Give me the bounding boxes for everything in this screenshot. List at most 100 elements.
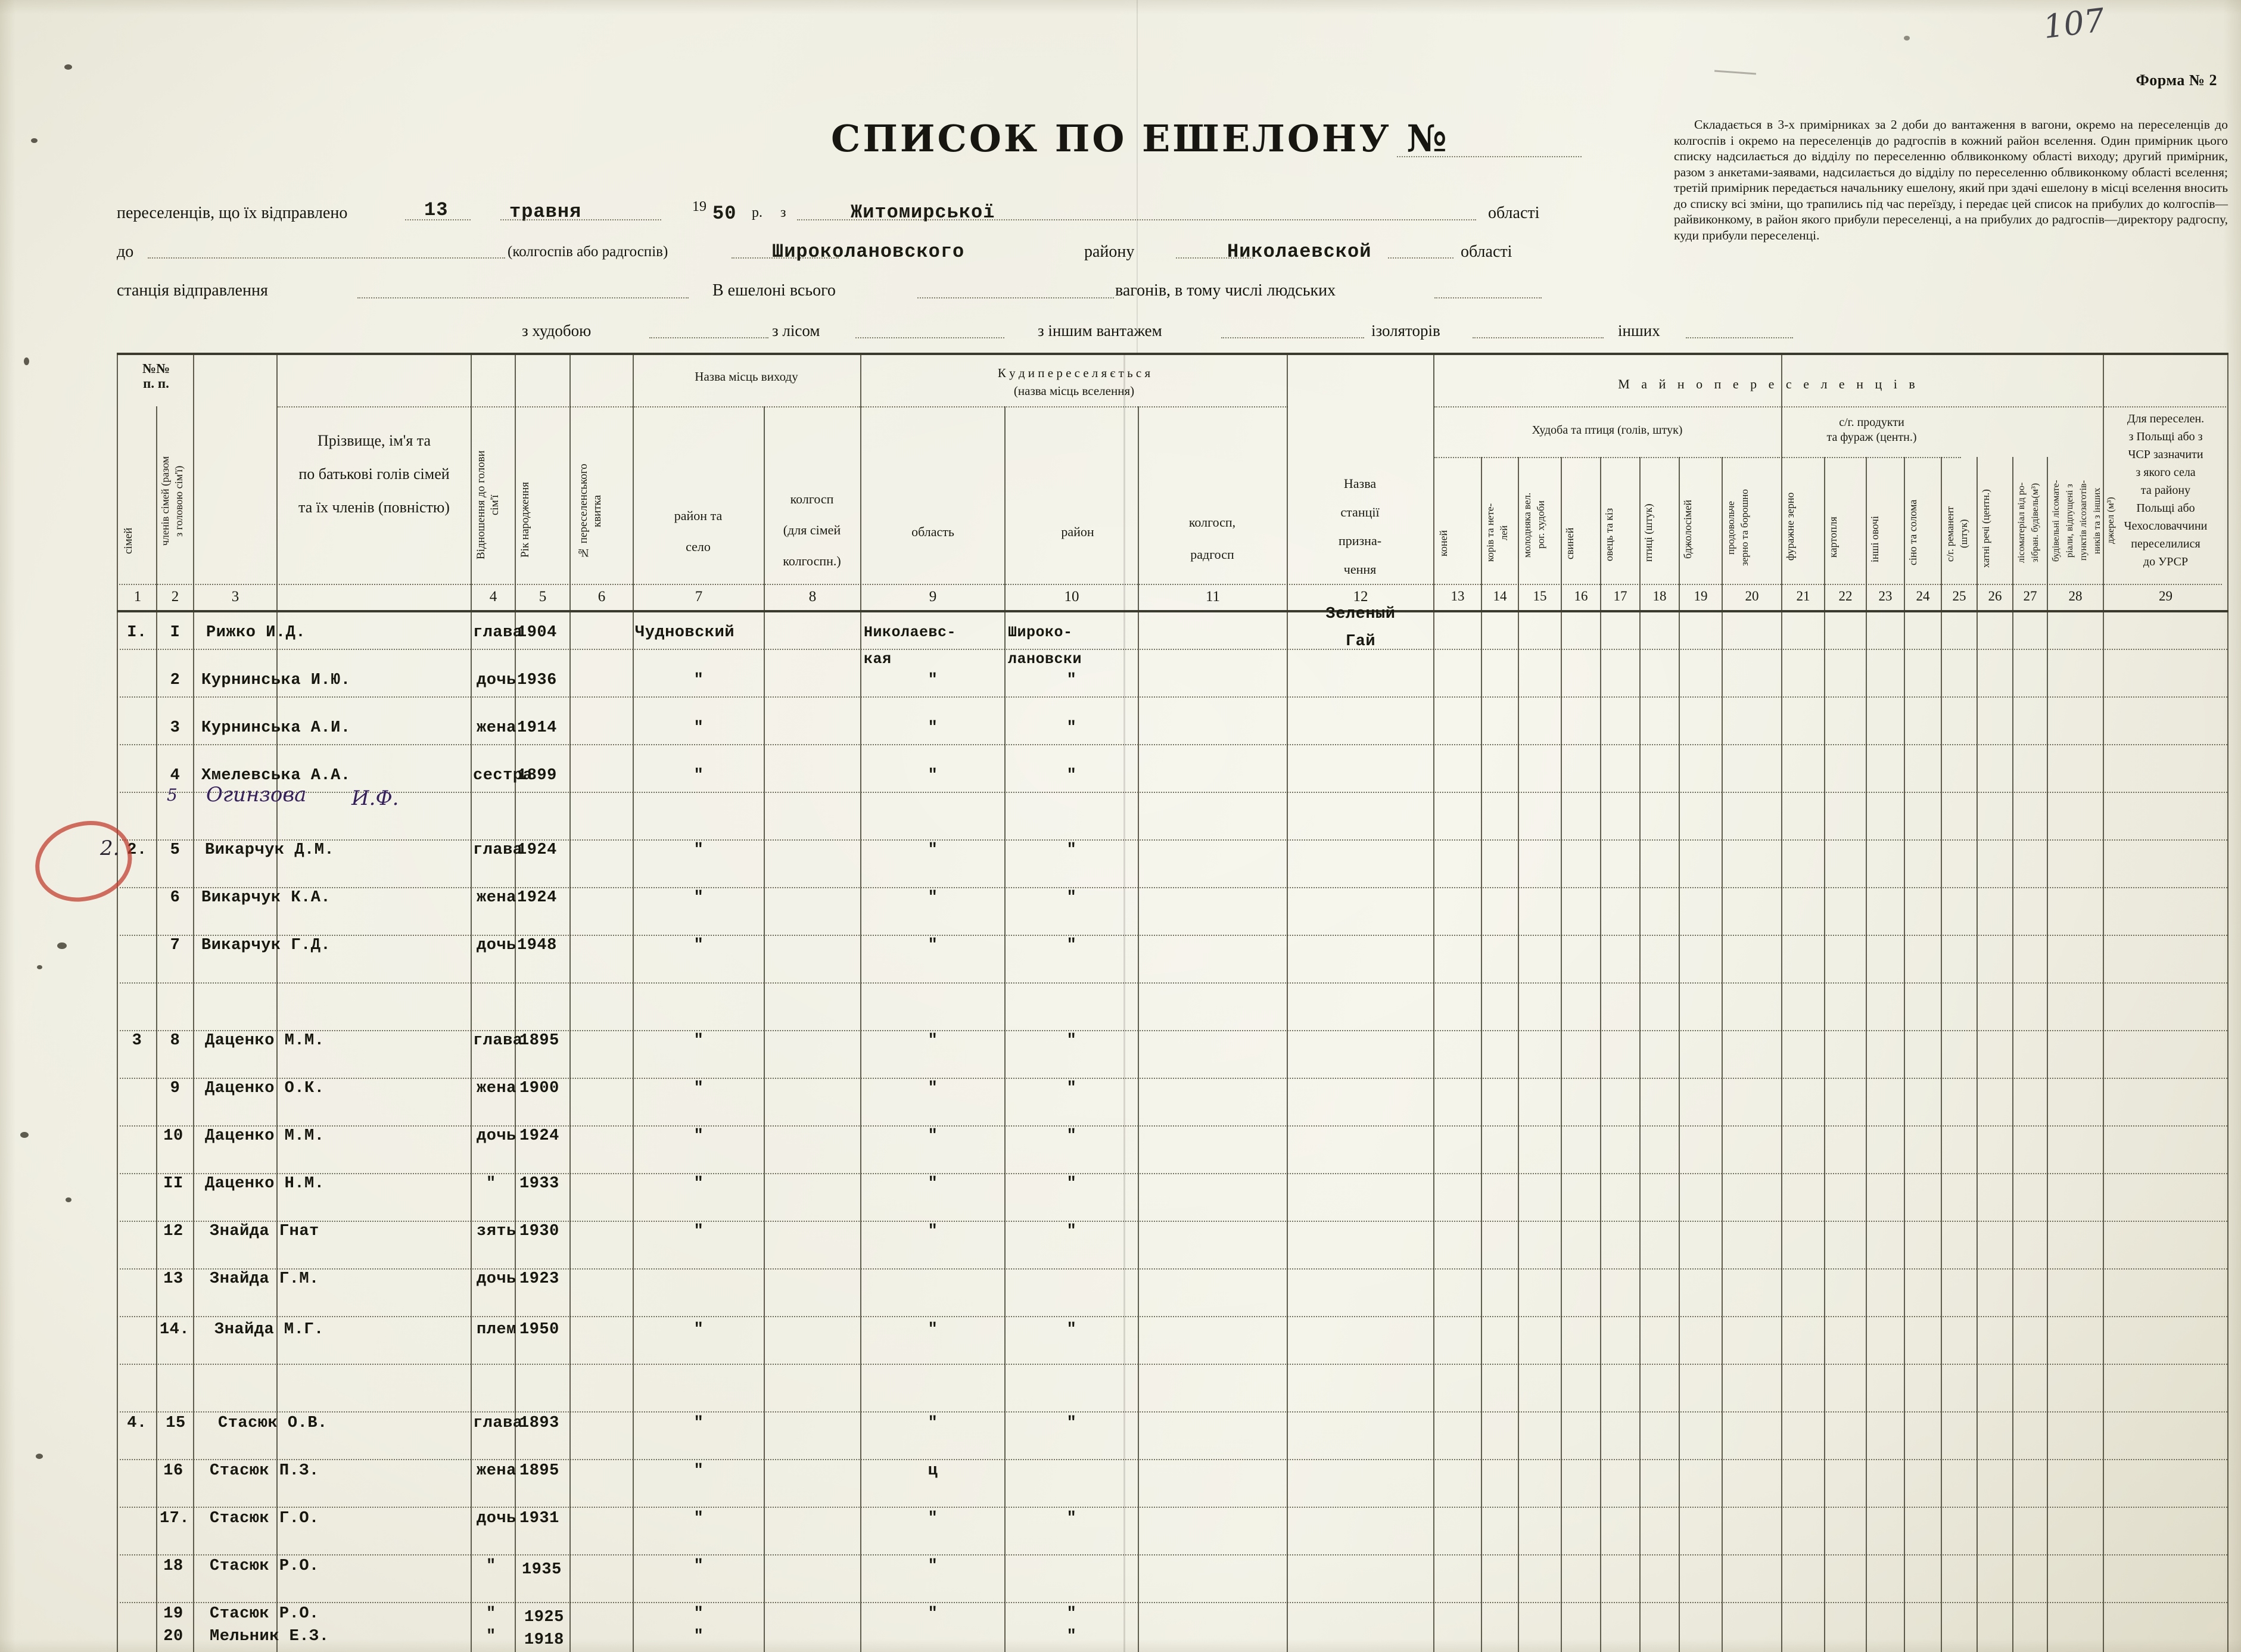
paper-speck bbox=[66, 1197, 71, 1202]
table-row: Стасюк Р.О. bbox=[210, 1557, 319, 1575]
group-band-separator-col29 bbox=[2104, 406, 2226, 407]
form-number-label: Форма № 2 bbox=[2136, 71, 2217, 89]
col-sep-2 bbox=[193, 353, 194, 1652]
col-number-14: 14 bbox=[1493, 589, 1507, 603]
col-header-15: молодняка вел. рог. худоби bbox=[1521, 492, 1546, 558]
table-row: 4. bbox=[127, 1414, 147, 1432]
col-sep-29 bbox=[2103, 353, 2104, 1652]
row-line-8 bbox=[117, 982, 2227, 984]
table-row: Гай bbox=[1345, 633, 1376, 651]
paper-speck bbox=[64, 64, 72, 70]
table-row: " bbox=[1066, 1414, 1077, 1432]
table-row: " bbox=[927, 1557, 938, 1575]
table-row: " bbox=[1066, 1127, 1077, 1145]
wagons-label: вагонів, в тому числі людських bbox=[1115, 281, 1336, 300]
col-sep-17 bbox=[1600, 457, 1601, 1652]
col-sep-7 bbox=[633, 353, 634, 1652]
row-line-5 bbox=[117, 839, 2227, 841]
table-row: Знайда Гнат bbox=[210, 1222, 319, 1240]
row-line-14 bbox=[117, 1268, 2227, 1270]
col-number-22: 22 bbox=[1838, 589, 1853, 603]
table-row: глава bbox=[473, 1414, 523, 1432]
others-fill-line bbox=[1686, 337, 1793, 338]
table-row: 1899 bbox=[517, 767, 557, 785]
table-row: " bbox=[693, 767, 704, 785]
page-title: СПИСОК ПО ЕШЕЛОНУ № bbox=[831, 117, 1449, 160]
col-number-26: 26 bbox=[1988, 589, 2002, 603]
table-row: 2. bbox=[127, 841, 147, 859]
livestock-group-header: Худоба та птиця (голів, штук) bbox=[1532, 424, 1683, 437]
col-header-9: область bbox=[911, 524, 954, 539]
col-sep-18 bbox=[1639, 457, 1641, 1652]
col-number-17: 17 bbox=[1613, 589, 1627, 603]
table-row: " bbox=[1066, 1222, 1077, 1240]
table-row: 1948 bbox=[517, 937, 557, 954]
col-number-23: 23 bbox=[1878, 589, 1893, 603]
col-sep-4 bbox=[471, 353, 472, 1652]
table-row: " bbox=[693, 719, 704, 737]
table-row: " bbox=[927, 1510, 938, 1527]
col-number-16: 16 bbox=[1574, 589, 1588, 603]
col-header-3: Прізвище, ім'я та по батькові голів сімей… bbox=[298, 432, 450, 516]
table-row: глава bbox=[473, 624, 523, 642]
oblast-from-value: Житомирської bbox=[851, 201, 995, 223]
col-sep-16 bbox=[1561, 457, 1562, 1652]
table-row: 13 bbox=[163, 1270, 183, 1288]
table-row: Знайда М.Г. bbox=[214, 1321, 324, 1339]
table-row: ц bbox=[927, 1462, 938, 1480]
table-row: " bbox=[1066, 841, 1077, 859]
table-row: зять bbox=[477, 1222, 516, 1240]
row-line-12 bbox=[117, 1173, 2227, 1174]
day-fill-line bbox=[405, 219, 471, 220]
col-number-10: 10 bbox=[1064, 589, 1079, 605]
agri-band-separator bbox=[1782, 457, 1961, 458]
forest-fill-line bbox=[855, 337, 1004, 338]
table-row: 1923 bbox=[519, 1270, 559, 1288]
table-row: 1930 bbox=[519, 1222, 559, 1240]
destination-group-header: К у д и п е р е с е л я є т ь с я bbox=[997, 366, 1151, 380]
col-header-17: овець та кіз bbox=[1603, 508, 1615, 561]
table-row: " bbox=[1066, 937, 1077, 954]
col-number-2: 2 bbox=[171, 589, 179, 605]
table-row: 8 bbox=[170, 1032, 180, 1050]
col-number-7: 7 bbox=[695, 589, 703, 605]
col-sep-20 bbox=[1722, 457, 1723, 1652]
table-row: глава bbox=[473, 841, 523, 859]
table-row: Даценко Н.М. bbox=[205, 1175, 325, 1193]
col-number-6: 6 bbox=[597, 589, 606, 605]
group-band-separator-exit bbox=[634, 406, 860, 407]
departure-year-value: 50 bbox=[712, 203, 737, 225]
col-header-19: бджолосімей bbox=[1682, 499, 1694, 559]
exit-place-group-header: Назва місць виходу bbox=[695, 369, 798, 384]
table-row: " bbox=[486, 1605, 496, 1623]
table-row: " bbox=[693, 1321, 704, 1339]
year-suffix-label: р. bbox=[752, 205, 762, 220]
col-header-2: членів сімей (разом з головою сім'ї) bbox=[159, 456, 185, 546]
col-sep-8 bbox=[764, 406, 765, 1652]
departure-month-value: травня bbox=[509, 201, 582, 223]
table-row: 14. bbox=[159, 1321, 190, 1339]
table-row: 10 bbox=[163, 1127, 183, 1145]
row-line-20 bbox=[117, 1554, 2227, 1555]
table-row: " bbox=[1066, 1175, 1077, 1193]
echelon-total-label: В ешелоні всього bbox=[712, 281, 836, 300]
col-sep-5 bbox=[515, 353, 516, 1652]
oblast-to-label: області bbox=[1461, 242, 1512, 261]
col-sep-27 bbox=[2012, 457, 2013, 1652]
table-row: жена bbox=[477, 719, 516, 737]
paper-speck bbox=[36, 1454, 43, 1459]
col-number-11: 11 bbox=[1205, 589, 1221, 605]
col-sep-10 bbox=[1004, 406, 1006, 1652]
col-sep-9 bbox=[860, 353, 861, 1652]
table-row: Даценко М.М. bbox=[205, 1127, 325, 1145]
col-number-24: 24 bbox=[1916, 589, 1930, 603]
table-row: Викарчук К.А. bbox=[201, 889, 331, 907]
row-line-16 bbox=[117, 1364, 2227, 1365]
table-row: дочь bbox=[477, 671, 516, 689]
table-row: " bbox=[693, 841, 704, 859]
table-row: Викарчук Д.М. bbox=[205, 841, 335, 859]
table-row: " bbox=[693, 1079, 704, 1097]
table-row: " bbox=[693, 671, 704, 689]
col-header-7: район та село bbox=[674, 508, 723, 554]
